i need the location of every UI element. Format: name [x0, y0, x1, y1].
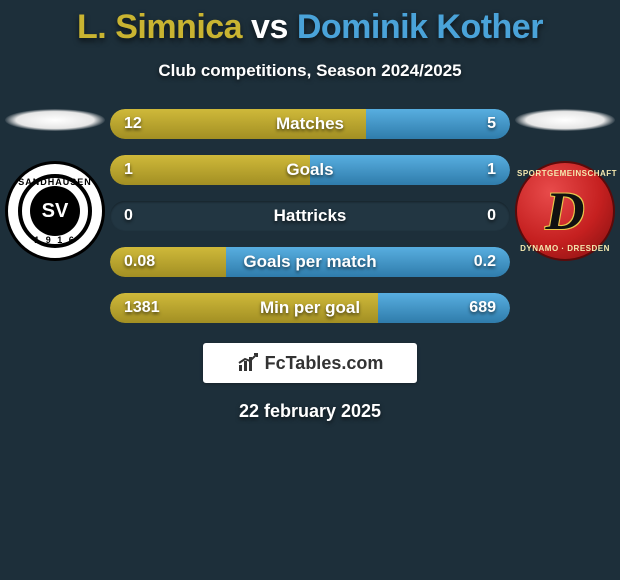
left-club-col: SV SANDHAUSEN 1 9 1 6: [0, 109, 110, 261]
stat-label: Hattricks: [110, 206, 510, 226]
stat-row: 11Goals: [110, 155, 510, 185]
stat-row: 0.080.2Goals per match: [110, 247, 510, 277]
player1-name: L. Simnica: [77, 8, 242, 46]
right-club-col: SPORTGEMEINSCHAFT D DYNAMO · DRESDEN: [510, 109, 620, 261]
stat-bar-left: [110, 155, 310, 185]
subtitle: Club competitions, Season 2024/2025: [0, 61, 620, 81]
stat-value-right: 1: [487, 161, 496, 179]
right-club-badge: SPORTGEMEINSCHAFT D DYNAMO · DRESDEN: [515, 161, 615, 261]
player2-name: Dominik Kother: [297, 8, 543, 46]
stat-bar-left: [110, 109, 366, 139]
brand-box: FcTables.com: [203, 343, 417, 383]
comparison-card: L. Simnica vs Dominik Kother Club compet…: [0, 0, 620, 422]
stat-value-right: 0.2: [474, 253, 496, 271]
headline: L. Simnica vs Dominik Kother: [0, 8, 620, 47]
vs-text: vs: [251, 8, 288, 46]
stat-value-right: 5: [487, 115, 496, 133]
badge-ring-bot: DYNAMO · DRESDEN: [517, 244, 613, 253]
badge-arc-bot: 1 9 1 6: [8, 235, 102, 245]
stat-bar-right: [226, 247, 510, 277]
stat-value-left: 12: [124, 115, 142, 133]
badge-ring-top: SPORTGEMEINSCHAFT: [517, 169, 613, 178]
stat-value-left: 1381: [124, 299, 160, 317]
stat-value-left: 0: [124, 207, 133, 225]
stat-bars: 125Matches11Goals00Hattricks0.080.2Goals…: [110, 109, 510, 339]
stat-value-left: 0.08: [124, 253, 155, 271]
badge-arc-top: SANDHAUSEN: [8, 177, 102, 187]
stat-value-left: 1: [124, 161, 133, 179]
stat-value-right: 689: [469, 299, 496, 317]
badge-letter: D: [546, 180, 585, 242]
brand-chart-icon: [237, 353, 259, 373]
stat-value-right: 0: [487, 207, 496, 225]
stat-row: 0 0Hattricks: [110, 201, 510, 231]
date-text: 22 february 2025: [0, 401, 620, 422]
badge-sv: SV: [42, 203, 69, 219]
stat-row: 125Matches: [110, 109, 510, 139]
stat-bar-right: [310, 155, 510, 185]
left-club-badge: SV SANDHAUSEN 1 9 1 6: [5, 161, 105, 261]
stat-row: 1381689Min per goal: [110, 293, 510, 323]
left-shadow-ellipse: [5, 109, 105, 131]
right-shadow-ellipse: [515, 109, 615, 131]
brand-text: FcTables.com: [265, 353, 384, 374]
main-row: SV SANDHAUSEN 1 9 1 6 125Matches11Goals0…: [0, 109, 620, 339]
